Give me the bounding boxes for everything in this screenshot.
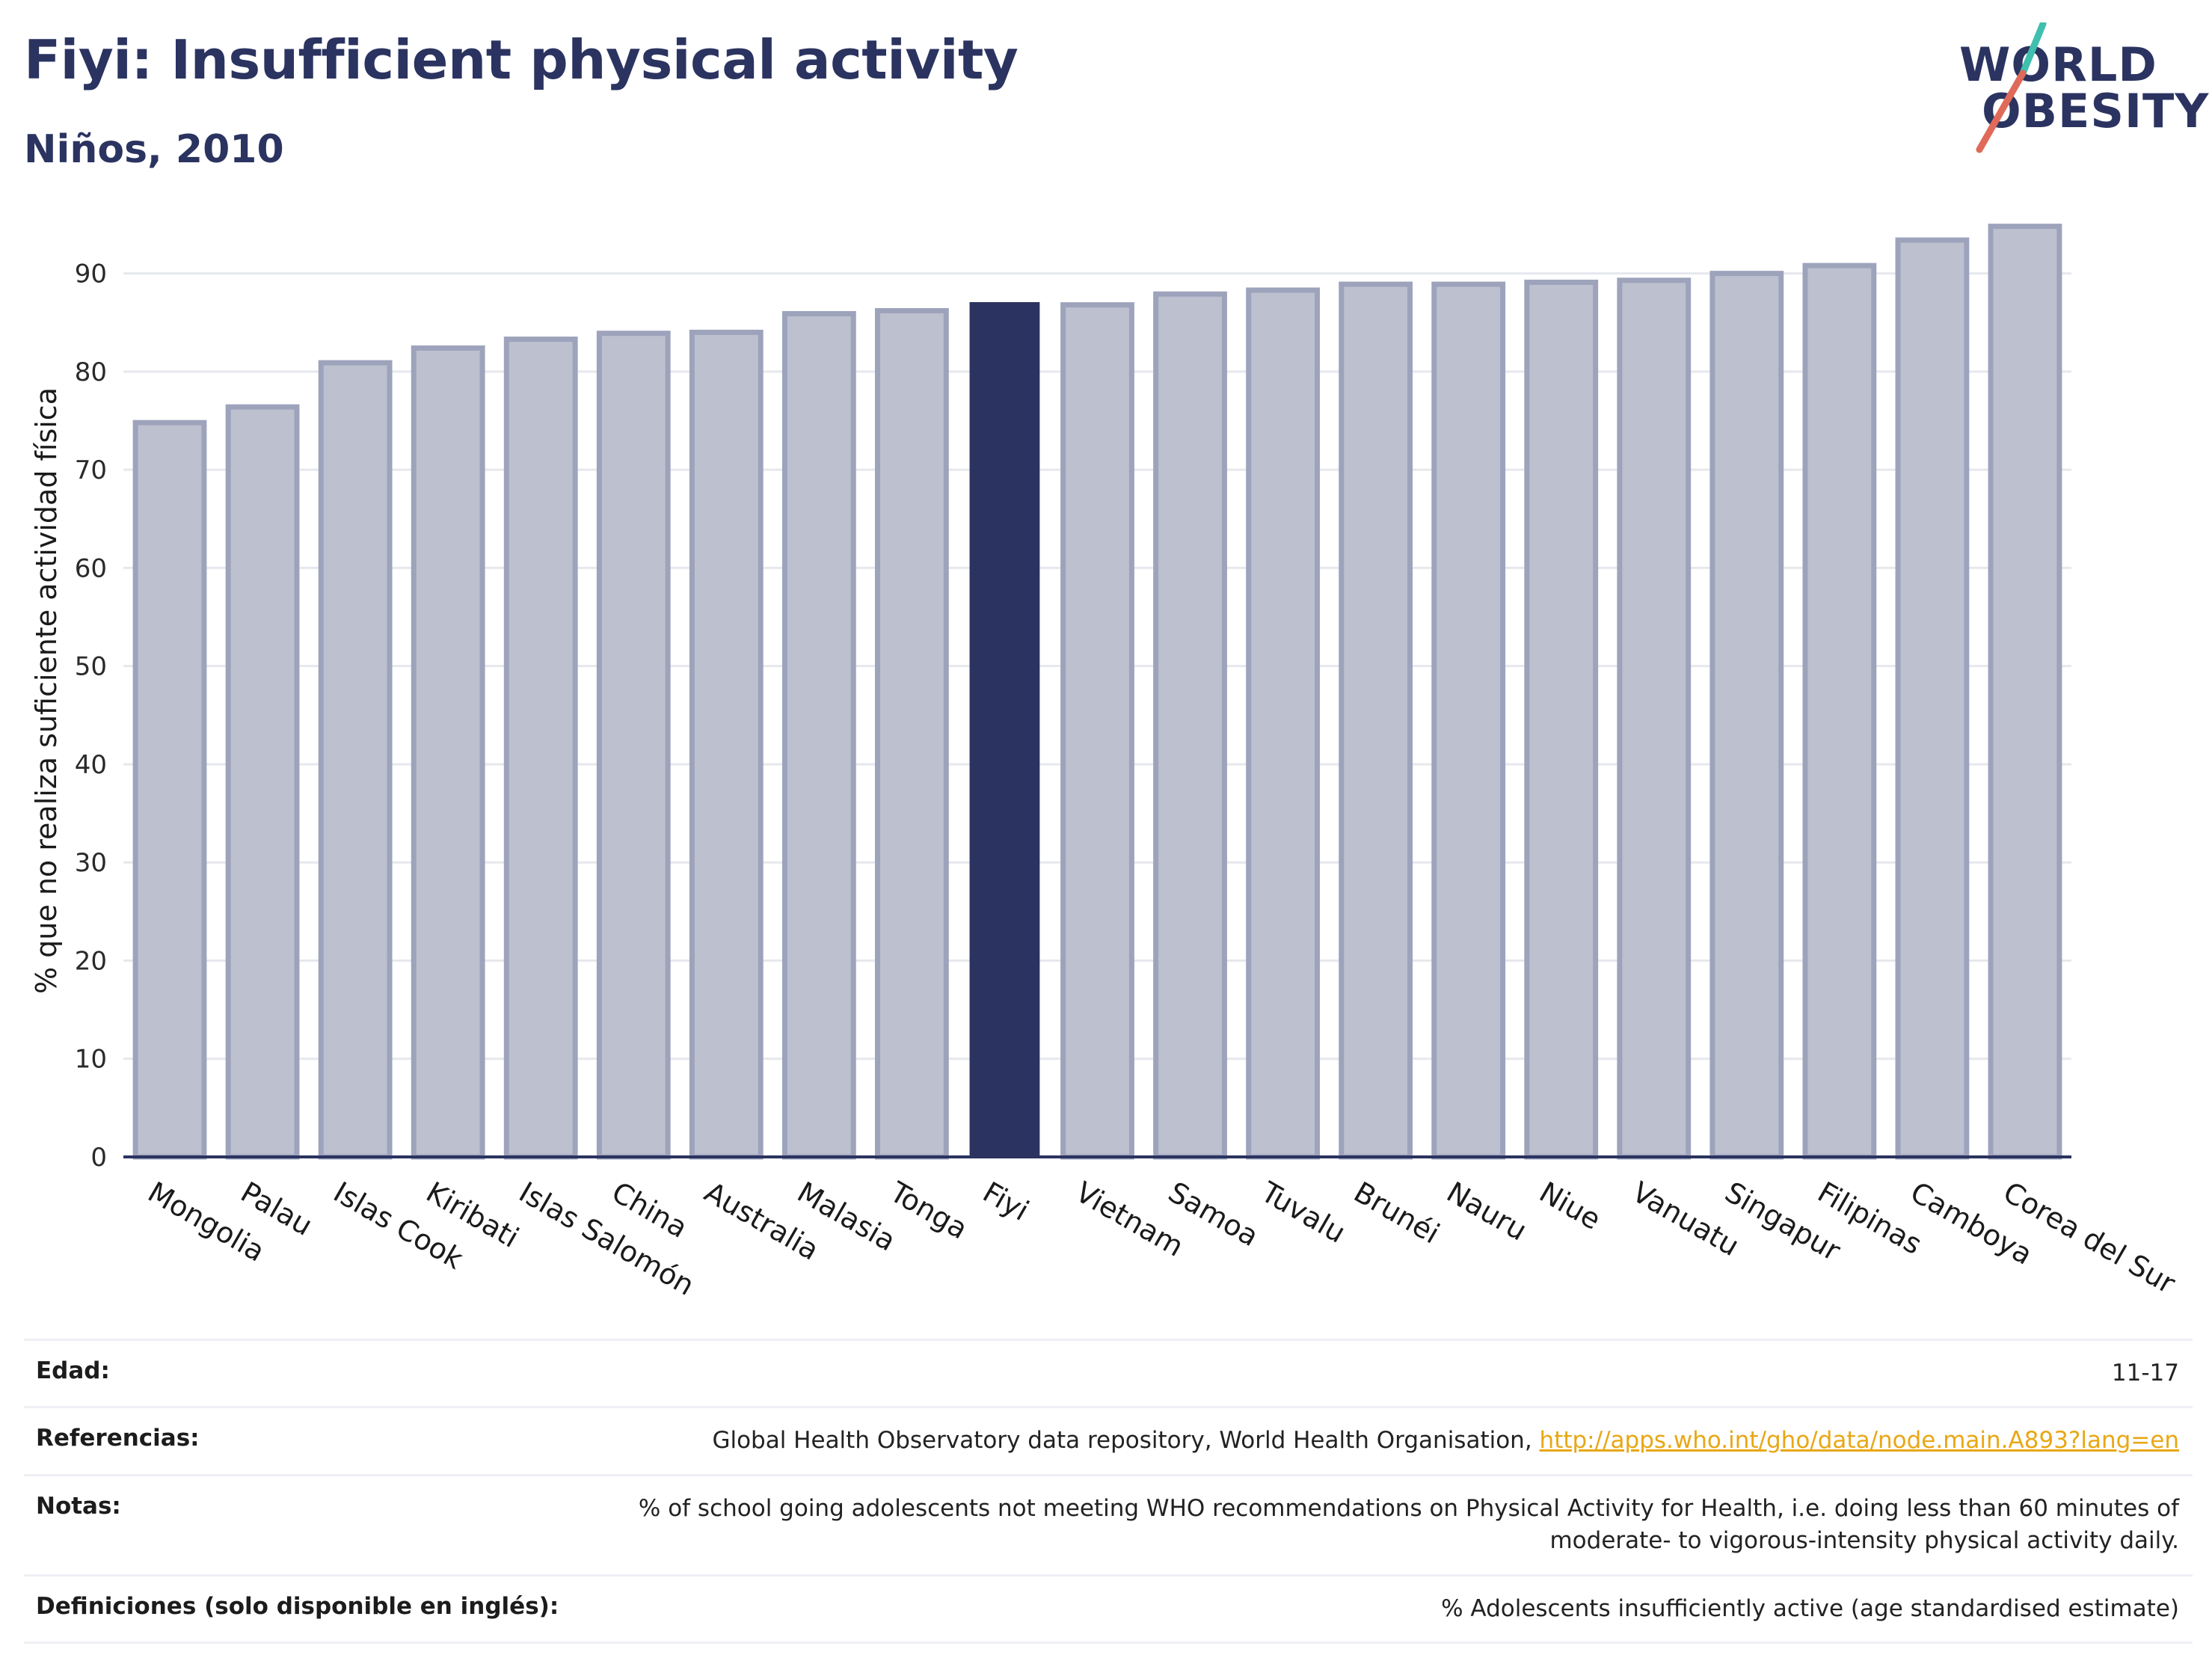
bar [1060, 302, 1134, 1160]
x-tick-label: Niue [1534, 1176, 1606, 1236]
bar [875, 308, 949, 1160]
y-tick-label: 90 [75, 260, 107, 289]
details-row-definitions: Definiciones (solo disponible en inglés)… [24, 1573, 2193, 1644]
bar [225, 404, 300, 1160]
y-tick-label: 40 [75, 750, 107, 780]
details-value: % of school going adolescents not meetin… [638, 1494, 2179, 1555]
details-value: % Adolescents insufficiently active (age… [1441, 1594, 2179, 1622]
y-tick-label: 30 [75, 848, 107, 878]
bar [969, 302, 1040, 1158]
logo-word-world: WORLD [1959, 37, 2157, 92]
y-tick-label: 60 [75, 553, 107, 583]
details-label: Edad: [36, 1357, 110, 1384]
logo-word-obesity: OBESITY [1982, 84, 2210, 138]
bar [1246, 287, 1320, 1160]
chart-title: Fiyi: Insufficient physical activity [24, 28, 1019, 91]
x-tick-label: Nauru [1441, 1176, 1532, 1247]
bar [689, 329, 764, 1160]
world-obesity-logo: WORLD OBESITY [1952, 22, 2210, 157]
y-tick-label: 70 [75, 455, 107, 485]
bar [1153, 291, 1227, 1160]
details-value: 11-17 [2111, 1360, 2179, 1387]
logo-slash-icon [1976, 22, 2047, 153]
details-row-age: Edad: 11-17 [24, 1339, 2193, 1406]
bar [132, 420, 207, 1160]
bar-chart: 0 10 20 30 40 50 60 70 80 90 % que no realiza sufi… [30, 224, 2181, 1302]
reference-text: Global Health Observatory data repositor… [712, 1427, 1532, 1455]
x-tick-label: Brunéi [1348, 1176, 1445, 1250]
bar [411, 345, 485, 1160]
details-table: Edad: 11-17 Referencias: Global Health O… [24, 1339, 2193, 1644]
bar [1431, 281, 1506, 1160]
details-value: Global Health Observatory data repositor… [712, 1425, 2179, 1457]
bar [1802, 262, 1877, 1160]
x-tick-label: Fiyi [977, 1176, 1034, 1227]
bar [596, 331, 671, 1160]
bar [503, 337, 578, 1160]
bar [781, 310, 856, 1160]
bar [1709, 271, 1784, 1160]
y-tick-label: 80 [75, 357, 107, 387]
details-row-notes: Notas: % of school going adolescents not… [24, 1473, 2193, 1574]
y-tick-label: 0 [90, 1143, 107, 1173]
bar [1988, 224, 2062, 1160]
y-tick-label: 10 [75, 1045, 107, 1075]
y-tick-label: 50 [75, 652, 107, 682]
details-row-references: Referencias: Global Health Observatory d… [24, 1406, 2193, 1473]
bar [318, 360, 393, 1160]
details-label: Definiciones (solo disponible en inglés)… [36, 1592, 559, 1620]
bar [1524, 279, 1599, 1160]
y-tick-label: 20 [75, 946, 107, 976]
chart-subtitle: Niños, 2010 [24, 127, 284, 172]
bar [1895, 237, 1970, 1160]
bar [1617, 277, 1692, 1160]
y-axis-label: % que no realiza suficiente actividad fí… [30, 387, 63, 994]
details-label: Notas: [36, 1492, 121, 1520]
details-label: Referencias: [36, 1425, 200, 1452]
x-tick-label: Tuvalu [1255, 1175, 1351, 1250]
bar [1339, 281, 1413, 1160]
reference-link[interactable]: http://apps.who.int/gho/data/node.main.A… [1539, 1427, 2179, 1455]
x-tick-label: Vanuatu [1626, 1176, 1745, 1262]
